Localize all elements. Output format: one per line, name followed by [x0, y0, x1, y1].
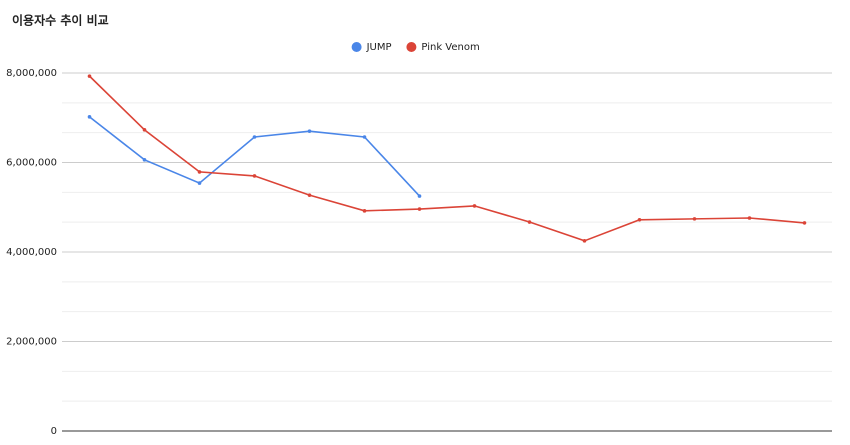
point [197, 170, 202, 174]
point [142, 158, 147, 162]
point [527, 220, 532, 224]
point [637, 217, 642, 222]
point [582, 239, 587, 243]
y-tick-label: 8,000,000 [6, 68, 57, 79]
point [307, 193, 312, 197]
point [87, 115, 92, 119]
point [142, 128, 147, 132]
point [417, 194, 422, 198]
y-tick-label: 2,000,000 [6, 337, 57, 348]
legend-swatch [351, 42, 362, 52]
point [252, 174, 257, 178]
y-tick-label: 6,000,000 [6, 158, 57, 169]
point [362, 135, 367, 139]
legend-label: JUMP [366, 42, 392, 53]
chart-title: 이용자수 추이 비교 [12, 13, 109, 28]
point [252, 135, 257, 139]
point [692, 217, 697, 221]
point [307, 129, 312, 133]
point [747, 216, 752, 220]
y-tick-label: 4,000,000 [6, 247, 57, 258]
point [417, 207, 422, 211]
point [197, 181, 202, 185]
legend-label: Pink Venom [421, 42, 479, 53]
point [362, 209, 367, 213]
line [88, 75, 805, 242]
point [802, 221, 807, 225]
point [472, 204, 477, 208]
point [87, 74, 92, 78]
legend-swatch [406, 42, 417, 52]
y-tick-label: 0 [51, 426, 57, 437]
